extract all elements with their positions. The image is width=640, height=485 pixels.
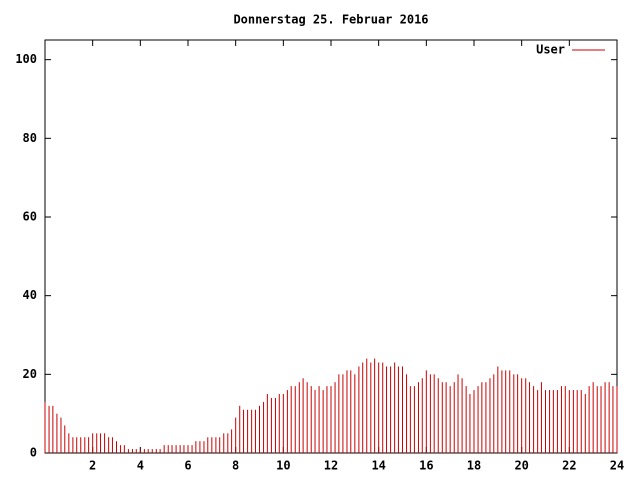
legend-label: User [536,43,565,57]
x-tick-label: 2 [89,459,96,473]
x-tick-label: 14 [371,459,385,473]
x-tick-label: 6 [184,459,191,473]
x-tick-label: 18 [467,459,481,473]
x-tick-label: 16 [419,459,433,473]
y-tick-label: 60 [23,210,37,224]
x-tick-label: 8 [232,459,239,473]
y-tick-label: 100 [15,52,37,66]
x-tick-label: 20 [514,459,528,473]
y-tick-label: 20 [23,367,37,381]
y-tick-label: 80 [23,131,37,145]
x-tick-label: 4 [137,459,144,473]
x-tick-label: 10 [276,459,290,473]
x-tick-label: 12 [324,459,338,473]
x-tick-label: 22 [562,459,576,473]
y-tick-label: 0 [30,446,37,460]
chart-title: Donnerstag 25. Februar 2016 [233,13,428,27]
x-tick-label: 24 [610,459,624,473]
y-tick-label: 40 [23,288,37,302]
